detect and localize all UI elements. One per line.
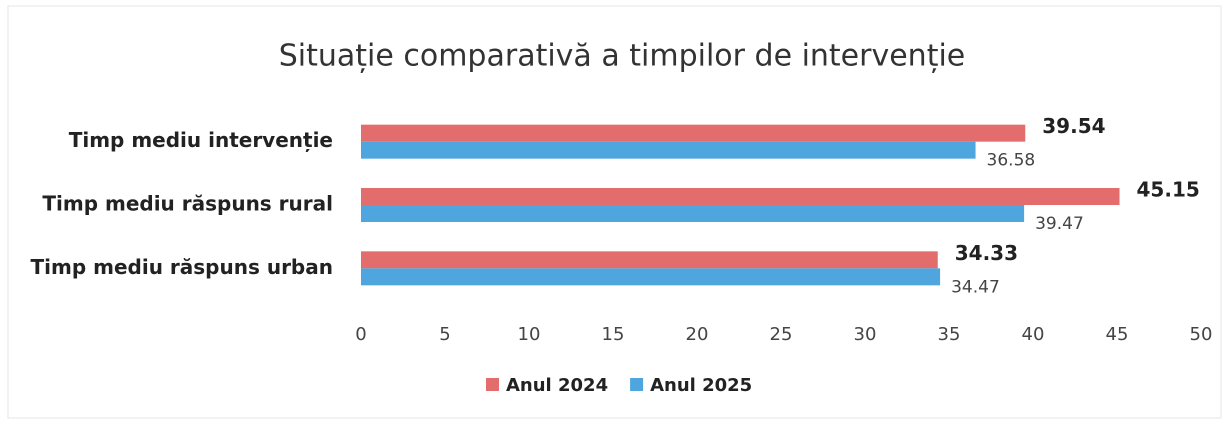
value-label: 45.15 [1137,178,1200,202]
value-label: 39.54 [1042,114,1105,138]
value-label: 34.47 [951,277,1000,297]
x-tick-label: 50 [1190,324,1213,345]
value-label: 36.58 [987,151,1036,171]
bar [361,205,1025,222]
x-tick-label: 5 [439,324,450,345]
x-tick-label: 30 [854,324,877,345]
x-tick-label: 0 [355,324,366,345]
value-label: 39.47 [1035,214,1084,234]
y-tick-label: Timp mediu răspuns urban [31,255,333,279]
chart-frame [7,5,1222,419]
bar [361,124,1026,142]
y-tick-label: Timp mediu răspuns rural [42,192,333,216]
value-label: 34.33 [955,241,1018,265]
chart-title: Situație comparativă a timpilor de inter… [279,39,966,74]
x-tick-label: 20 [686,324,709,345]
legend-swatch [630,378,644,391]
bar [361,268,941,286]
legend-label: Anul 2024 [506,375,608,396]
y-tick-label: Timp mediu intervenție [69,128,333,152]
x-tick-label: 10 [518,324,541,345]
x-tick-label: 15 [602,324,625,345]
bar [361,188,1120,205]
x-tick-label: 40 [1022,324,1045,345]
legend-swatch [486,378,499,391]
x-tick-label: 45 [1106,324,1129,345]
bar [361,141,976,159]
x-tick-label: 35 [938,324,961,345]
legend-label: Anul 2025 [650,375,752,396]
x-tick-label: 25 [770,324,793,345]
bar [361,251,938,269]
